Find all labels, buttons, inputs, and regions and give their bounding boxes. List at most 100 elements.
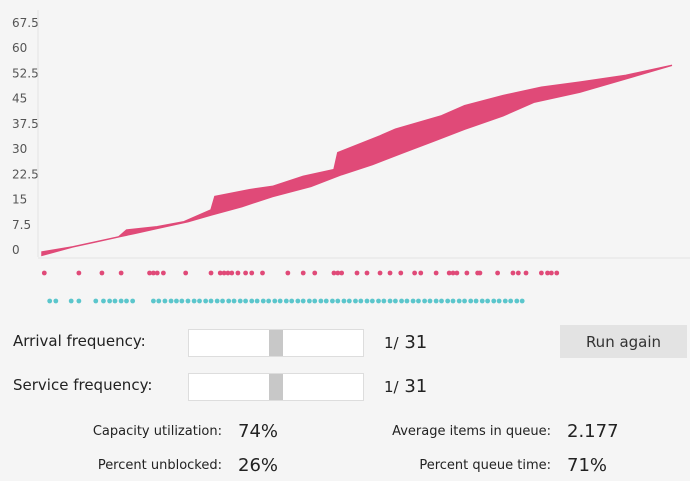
arrival-dot: [450, 270, 456, 276]
service-dot: [174, 298, 179, 304]
service-dot: [203, 298, 209, 304]
y-tick-label: 30: [12, 142, 27, 156]
service-dot: [491, 298, 497, 304]
service-frequency-slider[interactable]: [188, 373, 364, 401]
service-dot: [156, 298, 162, 304]
service-dot: [410, 298, 416, 304]
service-frequency-prefix: 1/: [384, 378, 399, 396]
service-dot: [404, 298, 410, 304]
service-dot: [289, 298, 295, 304]
arrival-dot: [433, 270, 439, 276]
service-dot: [208, 298, 214, 304]
arrival-dot: [160, 270, 166, 276]
arrival-frequency-label: Arrival frequency:: [13, 332, 146, 350]
run-again-button[interactable]: Run again: [560, 325, 687, 358]
arrival-dot: [76, 270, 82, 276]
service-dot: [112, 298, 118, 304]
service-dot: [508, 298, 514, 304]
service-dot: [249, 298, 255, 304]
arrival-frequency-number: 31: [404, 332, 428, 353]
service-dot: [353, 298, 358, 304]
y-tick-label: 22.5: [12, 167, 39, 181]
service-dot: [260, 298, 266, 304]
arrival-dot: [99, 270, 105, 276]
arrival-dot: [515, 270, 521, 276]
arrival-frequency-value: 1/ 31: [384, 332, 427, 353]
service-dot: [422, 298, 428, 304]
arrival-dot: [412, 270, 418, 276]
arrival-dot: [260, 270, 265, 276]
service-dot: [168, 298, 174, 304]
service-dot: [323, 298, 329, 304]
service-dot: [231, 298, 237, 304]
service-slider-thumb[interactable]: [269, 374, 283, 400]
service-dot: [266, 298, 272, 304]
service-frequency-number: 31: [404, 376, 428, 397]
service-dot: [456, 298, 462, 304]
service-dot: [399, 298, 404, 304]
capacity-utilization-label: Capacity utilization:: [92, 424, 222, 439]
arrival-dot: [354, 270, 360, 276]
service-dot: [479, 298, 485, 304]
arrival-dot: [335, 270, 341, 276]
y-tick-label: 37.5: [12, 117, 39, 131]
service-dot: [468, 298, 474, 304]
arrival-dot: [446, 270, 452, 276]
arrival-dot: [548, 270, 554, 276]
service-dot: [376, 298, 381, 304]
service-frequency-value: 1/ 31: [384, 376, 427, 397]
arrival-dot: [418, 270, 424, 276]
percent-unblocked-label: Percent unblocked:: [97, 458, 222, 473]
arrival-dot: [312, 270, 318, 276]
arrival-dot: [464, 270, 470, 276]
y-axis: 0 7.5 15 22.5 30 37.5 45 52.5 60 67.5: [12, 10, 690, 259]
queue-chart: 0 7.5 15 22.5 30 37.5 45 52.5 60 67.5: [12, 10, 690, 304]
service-dot: [283, 298, 289, 304]
y-tick-label: 67.5: [12, 16, 39, 30]
arrival-dot: [225, 270, 231, 276]
service-dot: [237, 298, 243, 304]
service-dot: [341, 298, 347, 304]
average-items-label: Average items in queue:: [392, 424, 551, 439]
arrival-dot: [300, 270, 306, 276]
service-dot: [318, 298, 324, 304]
service-dot: [162, 298, 168, 304]
service-dot: [107, 298, 113, 304]
service-dot: [450, 298, 456, 304]
arrival-dot: [377, 270, 383, 276]
service-dot: [101, 298, 106, 304]
service-dot: [312, 298, 318, 304]
service-dot: [243, 298, 248, 304]
service-dot: [295, 298, 301, 304]
arrival-slider-thumb[interactable]: [269, 330, 283, 356]
service-dot: [254, 298, 260, 304]
percent-unblocked-value: 26%: [238, 455, 279, 476]
arrival-dot: [285, 270, 291, 276]
service-dot: [151, 298, 156, 304]
service-dot: [306, 298, 312, 304]
service-dot: [130, 298, 136, 304]
average-items-value: 2.177: [567, 421, 619, 442]
arrival-frequency-slider[interactable]: [188, 329, 364, 357]
arrival-dot: [183, 270, 189, 276]
arrival-dot: [495, 270, 500, 276]
service-dot: [185, 298, 191, 304]
service-dot: [358, 298, 364, 304]
service-dot: [335, 298, 341, 304]
service-dot: [416, 298, 421, 304]
arrival-dot: [249, 270, 255, 276]
service-dot: [179, 298, 185, 304]
service-dot: [502, 298, 508, 304]
service-dot: [439, 298, 444, 304]
service-dot: [226, 298, 232, 304]
service-dot: [300, 298, 306, 304]
service-dot: [68, 298, 74, 304]
y-tick-label: 52.5: [12, 66, 39, 80]
arrival-dot: [477, 270, 483, 276]
service-dot: [47, 298, 53, 304]
arrival-dot: [510, 270, 516, 276]
service-dot: [93, 298, 99, 304]
y-tick-label: 15: [12, 193, 27, 207]
service-dot: [393, 298, 398, 304]
arrival-dot: [331, 270, 337, 276]
